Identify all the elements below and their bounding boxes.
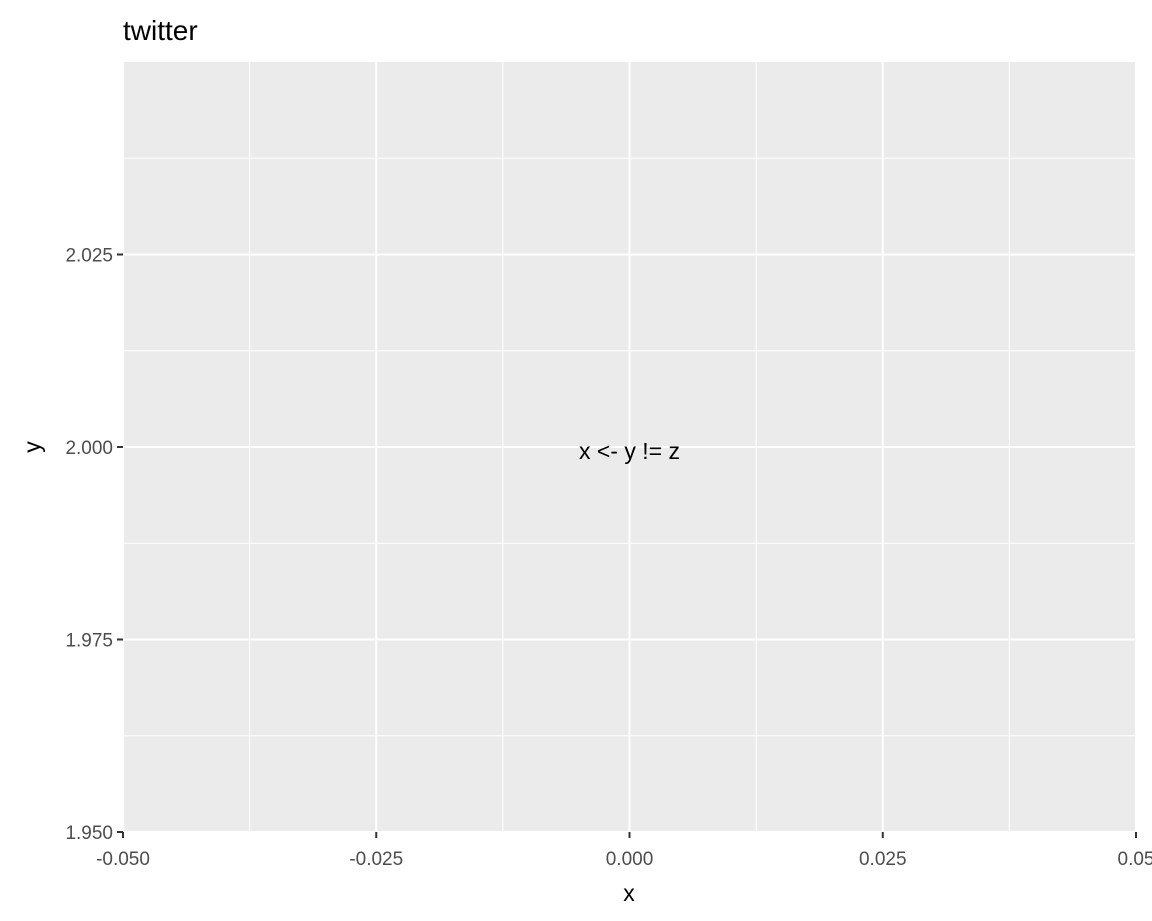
x-tick-label: 0.05: [1118, 849, 1152, 870]
y-axis: 1.950 1.975 2.000 2.025: [65, 246, 123, 844]
y-tick-label: 2.000: [65, 438, 113, 459]
x-tick-label: 0.000: [606, 849, 654, 870]
x-tick-label: -0.025: [349, 849, 403, 870]
y-tick-label: 1.950: [65, 823, 113, 844]
x-axis: -0.050 -0.025 0.000 0.025 0.05: [96, 832, 1152, 870]
y-tick-label: 2.025: [65, 246, 113, 267]
x-tick-label: 0.025: [859, 849, 907, 870]
chart-title: twitter: [123, 15, 198, 46]
x-tick-label: -0.050: [96, 849, 150, 870]
x-axis-title: x: [623, 880, 635, 906]
y-tick-label: 1.975: [65, 631, 113, 652]
y-axis-title: y: [19, 441, 45, 453]
annotations: x <- y != z: [579, 438, 680, 464]
annotation-label: x <- y != z: [579, 438, 680, 464]
